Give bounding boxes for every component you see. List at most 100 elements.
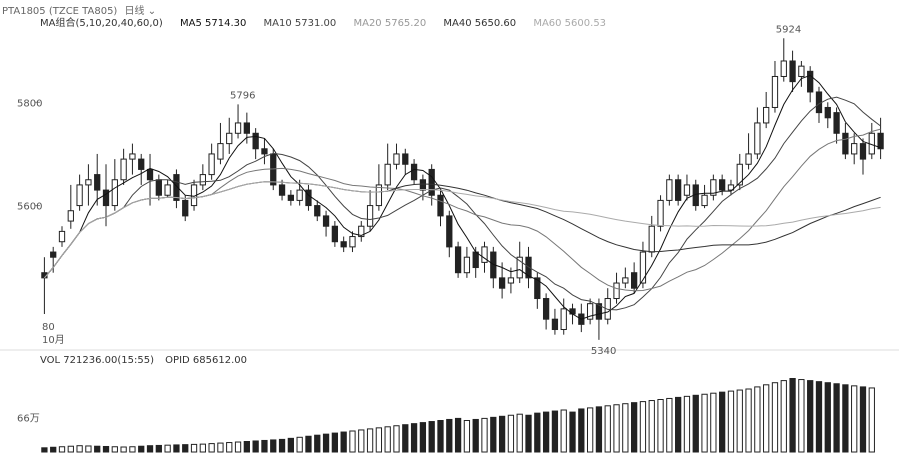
volume-bar [490,416,497,453]
volume-bar [771,382,779,453]
volume-bar [648,400,655,453]
volume-bar [578,408,585,453]
volume-bar [736,389,743,453]
volume-bar [446,418,453,453]
candle-body [666,179,673,201]
candle-body [243,122,250,134]
chevron-down-icon[interactable]: ⌄ [147,6,157,17]
candle-body [164,184,171,196]
volume-bars-layer [41,378,875,453]
candle-body [595,303,603,320]
volume-bar [393,425,400,453]
candle-body [604,298,611,320]
volume-bar [745,388,752,453]
symbol-label: PTA1805 (TZCE TA805) [2,6,118,17]
candle-body [85,179,92,186]
candle-body [498,277,506,289]
volume-bar [305,435,312,453]
candle-body [393,153,400,165]
candle-body [58,230,66,243]
candle-body [560,308,567,331]
volume-bar [613,404,620,453]
vol-value: VOL 721236.00(15:55) [40,355,154,366]
volume-bar [516,413,523,453]
volume-bar [102,445,110,453]
volume-bar [50,446,57,453]
candle-body [50,251,57,258]
candle-body [234,122,242,134]
candle-body [428,168,435,196]
vol-tick-label: 66万 [17,413,40,424]
low1-label: 5340 [591,346,616,357]
candle-body [252,132,259,150]
candle-body [226,132,233,145]
volume-bar [76,445,83,453]
volume-bar [639,401,647,453]
volume-bar [666,397,673,453]
ma10-line [44,96,881,311]
candle-body [727,184,735,191]
volume-bar [190,443,198,453]
candle-body [102,189,110,207]
candle-body [454,246,462,274]
candle-body [481,246,488,263]
volume-bar [807,380,814,453]
candle-body [129,153,136,160]
candle-body [384,163,391,186]
ma60-line [44,181,881,279]
candle-body [120,158,127,181]
period-selector[interactable]: 日线 [124,6,145,17]
volume-bar [252,440,259,453]
candle-body [877,132,884,150]
volume-bar [815,381,823,453]
candle-body [842,132,849,155]
volume-bar [534,412,541,453]
volume-bar [217,442,224,453]
candle-body [622,277,629,284]
candle-body [437,194,444,217]
candle-body [358,225,365,238]
candle-body [322,215,330,227]
volume-bar [120,446,127,453]
volume-bar [657,399,664,453]
candles-layer [41,38,884,340]
volume-bar [683,395,691,453]
candle-body [366,205,374,227]
candle-body [261,148,268,155]
candle-body [67,210,74,222]
volume-bar [261,439,268,453]
volume-bar [622,403,629,453]
volume-bar [560,409,567,453]
volume-bar [358,429,365,453]
candle-body [278,184,286,196]
candle-body [507,277,515,284]
volume-bar [710,392,717,453]
ma5-line [44,74,881,320]
volume-bar [410,423,418,453]
ma60-value: MA60 5600.53 [533,18,607,29]
candle-body [639,251,647,284]
candle-body [798,65,805,77]
candle-body [296,189,303,201]
volume-bar [675,396,682,453]
candle-body [859,143,867,160]
volume-bar [763,384,770,453]
candle-body [76,184,83,207]
volume-bar [631,402,638,453]
date-label: 10月 [42,334,65,346]
volume-bar [111,446,118,453]
ma-group-label[interactable]: MA组合(5,10,20,40,60,0) [40,18,163,29]
volume-bar [287,437,294,453]
candle-body [613,282,620,300]
candle-body [710,179,717,196]
volume-bar [58,446,66,453]
y-tick-label: 5600 [17,202,42,213]
volume-bar [454,417,462,453]
candle-body [349,236,356,248]
volume-bar [701,393,708,453]
candle-body [217,143,224,160]
volume-bar [569,411,576,453]
start-value-label: 80 [42,322,55,333]
volume-bar [375,427,383,453]
